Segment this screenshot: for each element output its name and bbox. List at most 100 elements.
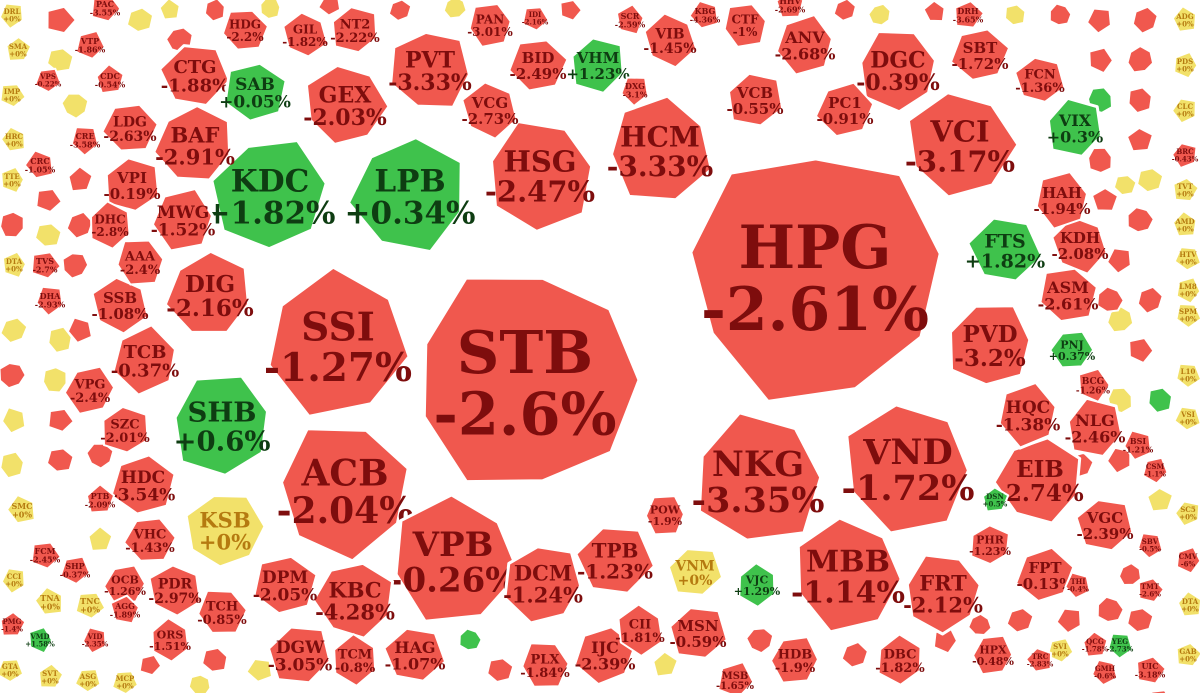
stock-cell-tvt[interactable]: TVT+0% <box>1172 176 1200 203</box>
stock-cell-hcm[interactable]: HCM-3.33% <box>607 94 713 202</box>
stock-cell-vps[interactable]: VPS-0.22% <box>34 67 62 94</box>
stock-cell-ptb[interactable]: PTB-2.09% <box>85 483 116 514</box>
stock-cell-idi[interactable]: IDI-2.16% <box>522 6 550 32</box>
stock-cell-kdc[interactable]: KDC+1.82% <box>205 139 336 251</box>
stock-cell-hpx[interactable]: HPX-0.48% <box>972 634 1014 676</box>
stock-cell-pmg[interactable]: PMG-1.4% <box>0 611 27 637</box>
stock-cell-qcg[interactable]: QCG-1.78% <box>1082 630 1109 658</box>
stock-cell-shb[interactable]: SHB+0.6% <box>173 374 271 477</box>
stock-cell-hqc[interactable]: HQC-1.38% <box>996 380 1061 450</box>
stock-cell-l10[interactable]: L10+0% <box>1175 362 1200 389</box>
stock-cell-sma[interactable]: SMA+0% <box>5 35 33 62</box>
stock-cell-lpb[interactable]: LPB+0.34% <box>345 136 476 254</box>
stock-cell-phr[interactable]: PHR-1.23% <box>969 524 1011 566</box>
stock-cell-pc1[interactable]: PC1-0.91% <box>814 81 875 138</box>
stock-cell-dsn[interactable]: DSN+0.5% <box>981 486 1010 513</box>
stock-cell-ksb[interactable]: KSB+0% <box>184 494 267 569</box>
stock-cell-drh[interactable]: DRH-3.65% <box>953 0 985 29</box>
stock-cell-baf[interactable]: BAF-2.91% <box>152 104 235 182</box>
stock-cell-vcb[interactable]: VCB-0.55% <box>726 72 784 127</box>
stock-cell-ctf[interactable]: CTF-1% <box>723 3 767 48</box>
stock-cell-kbg[interactable]: KBG-4.36% <box>688 0 721 30</box>
stock-cell-cdc[interactable]: CDC-0.54% <box>95 63 126 95</box>
stock-cell-vcg[interactable]: VCG-2.73% <box>461 81 519 140</box>
stock-cell-fpt[interactable]: FPT-0.13% <box>1015 546 1075 602</box>
stock-cell-pan[interactable]: PAN-3.01% <box>467 3 513 48</box>
stock-cell-cii[interactable]: CII-1.81% <box>615 603 665 657</box>
stock-cell-hpg[interactable]: HPG-2.61% <box>689 157 942 403</box>
stock-cell-hhv[interactable]: HHV-2.69% <box>775 0 806 19</box>
stock-cell-aaa[interactable]: AAA-2.4% <box>116 239 165 286</box>
stock-cell-svt[interactable]: SVT+0% <box>38 662 65 689</box>
stock-cell-cre[interactable]: CRE-3.58% <box>70 126 101 157</box>
stock-cell-vpg[interactable]: VPG-2.4% <box>63 365 116 415</box>
stock-cell-pvt[interactable]: PVT-3.33% <box>388 30 472 109</box>
stock-cell-clc[interactable]: CLC+0% <box>1171 97 1197 125</box>
stock-cell-tpb[interactable]: TPB-1.23% <box>574 526 656 595</box>
stock-cell-vgc[interactable]: VGC-2.39% <box>1075 499 1134 552</box>
stock-cell-bid[interactable]: BID-2.49% <box>508 39 569 92</box>
stock-cell-uic[interactable]: UIC-3.18% <box>1135 655 1167 685</box>
stock-cell-hah[interactable]: HAH-1.94% <box>1033 171 1091 230</box>
stock-cell-hdc[interactable]: HDC-3.54% <box>109 453 177 516</box>
stock-cell-vix[interactable]: VIX+0.3% <box>1047 96 1103 158</box>
stock-cell-gex[interactable]: GEX-2.03% <box>303 63 391 146</box>
stock-cell-dta[interactable]: DTA+0% <box>1176 590 1200 618</box>
stock-cell-asm[interactable]: ASM-2.61% <box>1038 266 1099 324</box>
stock-cell-stb[interactable]: STB-2.6% <box>422 276 641 484</box>
stock-cell-acb[interactable]: ACB-2.04% <box>277 427 414 563</box>
stock-cell-tcb[interactable]: TCB-0.37% <box>111 323 179 397</box>
stock-cell-amd[interactable]: AMD+0% <box>1172 210 1198 238</box>
stock-cell-vib[interactable]: VIB-1.45% <box>643 12 698 69</box>
stock-cell-gab[interactable]: GAB+0% <box>1175 641 1200 668</box>
stock-cell-frt[interactable]: FRT-2.12% <box>903 553 983 636</box>
stock-cell-drl[interactable]: DRL+0% <box>0 2 24 30</box>
stock-cell-yeg[interactable]: YEG-2.73% <box>1107 632 1134 660</box>
stock-cell-lm8[interactable]: LM8+0% <box>1175 276 1200 305</box>
stock-cell-msb[interactable]: MSB-1.65% <box>716 661 755 693</box>
stock-cell-csm[interactable]: CSM-1.1% <box>1141 456 1169 485</box>
stock-cell-sbv[interactable]: SBV-0.5% <box>1137 532 1164 560</box>
stock-cell-tch[interactable]: TCH-0.85% <box>197 589 248 634</box>
stock-cell-pdr[interactable]: PDR-2.97% <box>148 564 202 617</box>
stock-cell-eib[interactable]: EIB-2.74% <box>992 436 1084 525</box>
stock-cell-brc[interactable]: BRC-0.43% <box>1171 142 1199 169</box>
stock-cell-plx[interactable]: PLX-1.84% <box>520 642 570 688</box>
stock-cell-vid[interactable]: VID-2.35% <box>82 626 109 655</box>
stock-cell-msn[interactable]: MSN-0.59% <box>669 607 728 659</box>
stock-cell-vhc[interactable]: VHC-1.43% <box>123 517 177 562</box>
stock-cell-szc[interactable]: SZC-2.01% <box>100 405 150 454</box>
stock-cell-vpb[interactable]: VPB-0.26% <box>388 493 521 623</box>
stock-cell-tvs[interactable]: TVS-2.7% <box>30 251 62 280</box>
stock-cell-pac[interactable]: PAC-3.55% <box>90 0 122 23</box>
stock-cell-dbc[interactable]: DBC-1.82% <box>875 633 925 686</box>
stock-cell-pvd[interactable]: PVD-3.2% <box>949 304 1032 387</box>
stock-cell-nlg[interactable]: NLG-2.46% <box>1065 396 1126 458</box>
stock-cell-thi[interactable]: THI-0.4% <box>1064 571 1091 600</box>
stock-cell-scr[interactable]: SCR-2.59% <box>615 3 646 36</box>
stock-cell-pds[interactable]: PDS+0% <box>1173 50 1199 80</box>
stock-cell-dgc[interactable]: DGC-0.39% <box>856 30 940 114</box>
stock-cell-hsg[interactable]: HSG-2.47% <box>485 120 595 233</box>
stock-cell-shp[interactable]: SHP-0.37% <box>59 555 91 585</box>
stock-cell-hdb[interactable]: HDB-1.9% <box>770 636 819 684</box>
stock-cell-fcn[interactable]: FCN-1.36% <box>1014 56 1066 103</box>
stock-cell-bsi[interactable]: BSI-1.21% <box>1123 429 1154 461</box>
stock-cell-nkg[interactable]: NKG-3.35% <box>691 411 825 542</box>
stock-cell-dha[interactable]: DHA-2.93% <box>35 285 66 317</box>
stock-cell-pnj[interactable]: PNJ+0.37% <box>1049 330 1096 369</box>
stock-cell-nt2[interactable]: NT2-2.22% <box>330 6 380 54</box>
stock-cell-ctg[interactable]: CTG-1.88% <box>158 44 232 107</box>
stock-cell-vjc[interactable]: VJC+1.29% <box>734 562 781 608</box>
stock-cell-dgw[interactable]: DGW-3.05% <box>267 625 333 685</box>
stock-cell-mbb[interactable]: MBB-1.14% <box>791 516 905 634</box>
stock-cell-tna[interactable]: TNA+0% <box>33 586 63 616</box>
stock-cell-tcm[interactable]: TCM-0.8% <box>333 633 377 687</box>
stock-cell-vnm[interactable]: VNM+0% <box>667 548 724 596</box>
stock-cell-ssb[interactable]: SSB-1.08% <box>91 276 149 335</box>
stock-cell-gil[interactable]: GIL-1.82% <box>282 11 328 58</box>
stock-cell-cci[interactable]: CCI+0% <box>0 567 26 595</box>
stock-cell-tnc[interactable]: TNC+0% <box>74 591 107 620</box>
stock-cell-kbc[interactable]: KBC-4.28% <box>311 561 395 640</box>
stock-cell-adg[interactable]: ADG+0% <box>1171 5 1197 33</box>
